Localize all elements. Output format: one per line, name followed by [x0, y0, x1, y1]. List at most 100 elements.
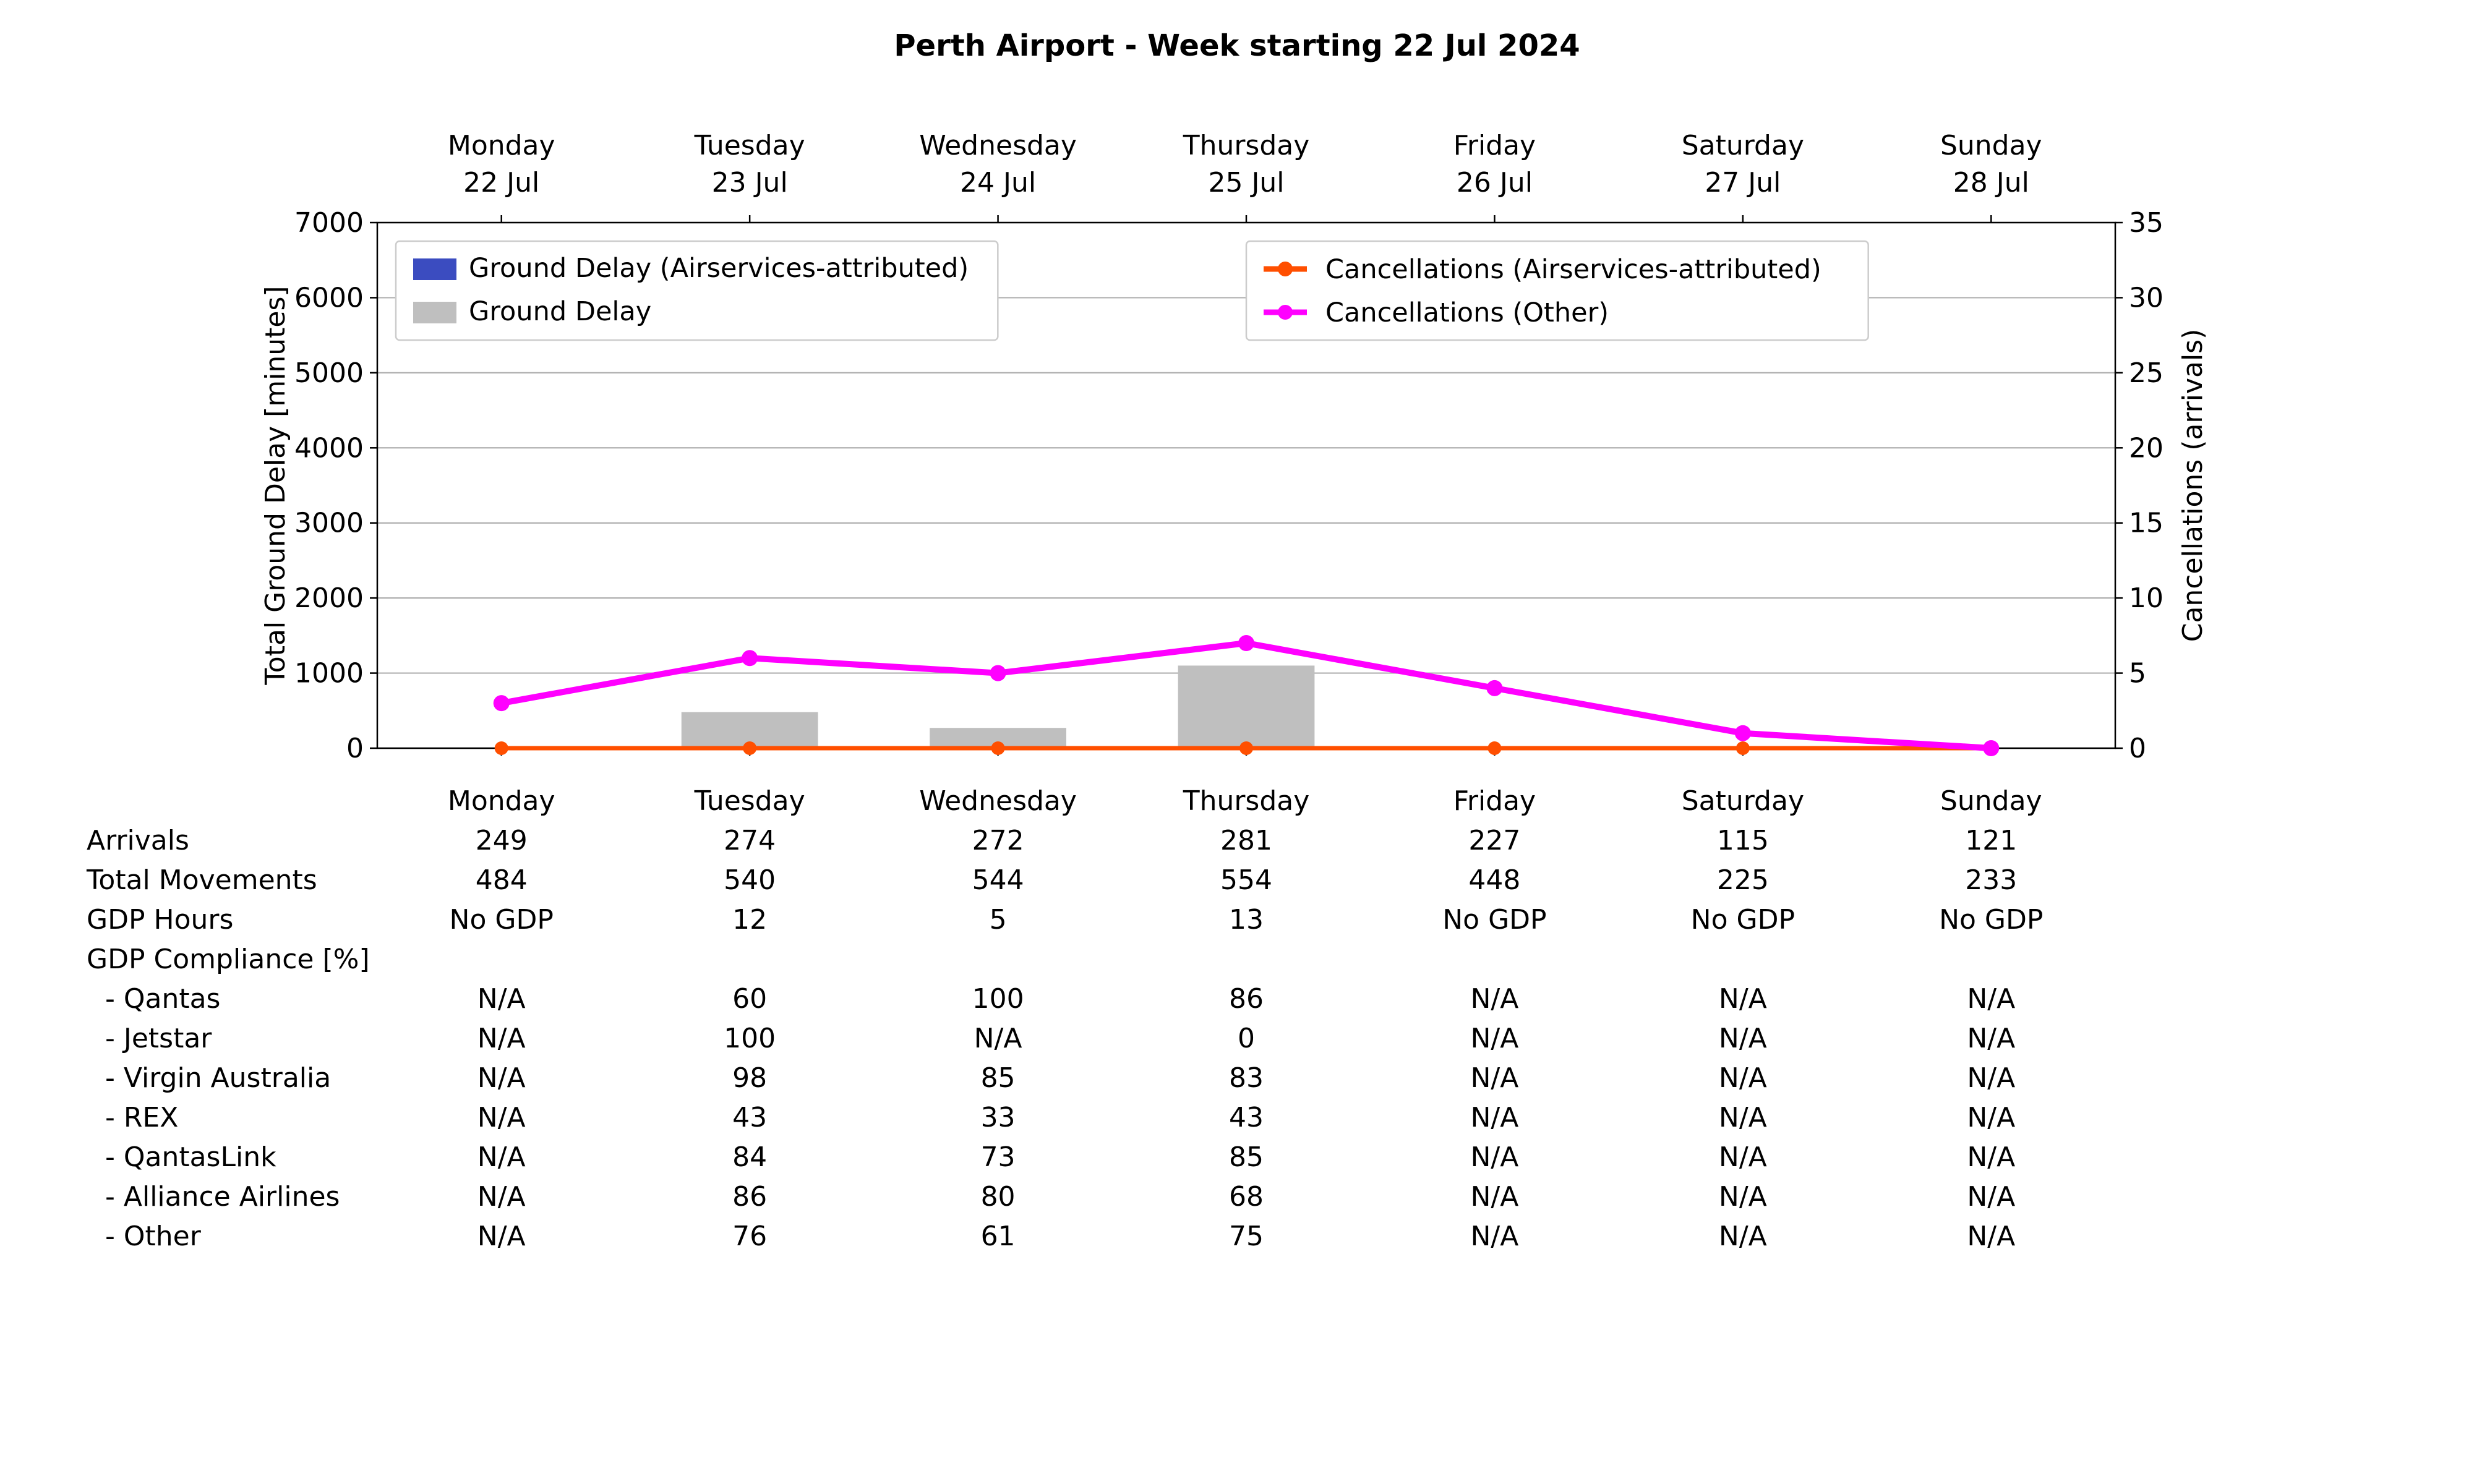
- table-cell: 484: [476, 864, 528, 896]
- ytick-label-left: 0: [346, 733, 364, 764]
- table-cell: No GDP: [1691, 904, 1795, 936]
- cancellations-airservices-marker: [1736, 741, 1750, 755]
- day-header: Friday: [1453, 130, 1536, 161]
- table-cell: N/A: [1471, 1141, 1519, 1173]
- table-cell: 85: [981, 1062, 1016, 1094]
- table-cell: 43: [732, 1102, 767, 1133]
- date-header: 25 Jul: [1208, 167, 1284, 198]
- cancellations-other-marker: [1486, 680, 1502, 696]
- table-cell: N/A: [1471, 1062, 1519, 1094]
- date-header: 24 Jul: [960, 167, 1036, 198]
- ytick-label-right: 5: [2129, 658, 2146, 689]
- chart-canvas: Perth Airport - Week starting 22 Jul 202…: [0, 0, 2474, 1484]
- table-row-label: - Jetstar: [105, 1023, 212, 1054]
- table-row-label: Arrivals: [87, 825, 189, 856]
- ytick-label-left: 1000: [294, 658, 364, 689]
- table-row-label: - QantasLink: [105, 1141, 276, 1173]
- table-cell: 233: [1965, 864, 2017, 896]
- ytick-label-left: 2000: [294, 582, 364, 614]
- day-header: Sunday: [1940, 130, 2042, 161]
- legend-marker: [1278, 305, 1293, 320]
- cancellations-airservices-marker: [495, 741, 508, 755]
- table-cell: 33: [981, 1102, 1016, 1133]
- table-cell: 12: [732, 904, 767, 936]
- table-cell: N/A: [1967, 1141, 2015, 1173]
- bar-ground-delay: [1178, 665, 1315, 748]
- table-cell: No GDP: [450, 904, 554, 936]
- date-header: 27 Jul: [1705, 167, 1781, 198]
- ylabel-right: Cancellations (arrivals): [2177, 329, 2209, 642]
- ytick-label-left: 5000: [294, 357, 364, 389]
- table-cell: 98: [732, 1062, 767, 1094]
- table-cell: 544: [972, 864, 1024, 896]
- table-cell: N/A: [1719, 1062, 1767, 1094]
- table-row-label: GDP Compliance [%]: [87, 944, 370, 975]
- day-header: Thursday: [1183, 130, 1310, 161]
- day-header: Saturday: [1682, 130, 1804, 161]
- table-cell: N/A: [1719, 1023, 1767, 1054]
- ytick-label-left: 7000: [294, 207, 364, 239]
- table-cell: N/A: [1719, 983, 1767, 1015]
- table-cell: 121: [1965, 825, 2017, 856]
- cancellations-other-marker: [1735, 725, 1751, 741]
- legend-swatch: [413, 258, 456, 280]
- legend-marker: [1278, 262, 1293, 276]
- cancellations-airservices-marker: [991, 741, 1005, 755]
- table-cell: N/A: [1719, 1102, 1767, 1133]
- table-cell: 281: [1220, 825, 1272, 856]
- ytick-label-left: 6000: [294, 282, 364, 313]
- table-cell: N/A: [1471, 1221, 1519, 1252]
- table-cell: N/A: [1967, 1023, 2015, 1054]
- table-cell: 60: [732, 983, 767, 1015]
- table-cell: 5: [990, 904, 1007, 936]
- legend-label: Ground Delay (Airservices-attributed): [469, 253, 969, 284]
- cancellations-airservices-marker: [1239, 741, 1253, 755]
- table-cell: 13: [1229, 904, 1264, 936]
- table-cell: N/A: [1967, 1181, 2015, 1213]
- table-cell: N/A: [477, 1062, 526, 1094]
- cancellations-other-marker: [742, 650, 758, 666]
- table-cell: 540: [724, 864, 776, 896]
- legend-swatch: [413, 302, 456, 323]
- table-cell: 249: [476, 825, 528, 856]
- table-cell: 85: [1229, 1141, 1264, 1173]
- table-cell: N/A: [477, 1221, 526, 1252]
- day-header: Monday: [448, 130, 555, 161]
- table-cell: N/A: [1471, 983, 1519, 1015]
- table-cell: 75: [1229, 1221, 1264, 1252]
- table-day-header: Friday: [1453, 785, 1536, 817]
- table-day-header: Wednesday: [919, 785, 1077, 817]
- cancellations-airservices-marker: [743, 741, 756, 755]
- table-cell: 86: [1229, 983, 1264, 1015]
- table-cell: N/A: [1967, 983, 2015, 1015]
- ytick-label-right: 30: [2129, 282, 2164, 313]
- cancellations-other-marker: [494, 695, 510, 711]
- day-header: Wednesday: [919, 130, 1077, 161]
- table-cell: 225: [1717, 864, 1769, 896]
- table-cell: 274: [724, 825, 776, 856]
- table-cell: 84: [732, 1141, 767, 1173]
- day-header: Tuesday: [694, 130, 805, 161]
- table-cell: N/A: [1967, 1102, 2015, 1133]
- ytick-label-right: 10: [2129, 582, 2164, 614]
- table-row-label: - Qantas: [105, 983, 220, 1015]
- table-cell: No GDP: [1939, 904, 2043, 936]
- table-cell: 68: [1229, 1181, 1264, 1213]
- date-header: 23 Jul: [712, 167, 788, 198]
- table-cell: N/A: [1719, 1181, 1767, 1213]
- table-cell: N/A: [477, 1141, 526, 1173]
- cancellations-other-marker: [1983, 740, 1999, 756]
- table-cell: 100: [972, 983, 1024, 1015]
- cancellations-other-marker: [990, 665, 1006, 681]
- table-cell: N/A: [1471, 1102, 1519, 1133]
- date-header: 28 Jul: [1953, 167, 2029, 198]
- table-cell: N/A: [477, 983, 526, 1015]
- table-cell: N/A: [1471, 1181, 1519, 1213]
- cancellations-airservices-marker: [1487, 741, 1501, 755]
- table-day-header: Thursday: [1183, 785, 1310, 817]
- ytick-label-left: 3000: [294, 508, 364, 539]
- legend-label: Cancellations (Airservices-attributed): [1325, 254, 1821, 285]
- table-cell: N/A: [1719, 1221, 1767, 1252]
- table-row-label: - Other: [105, 1221, 202, 1252]
- legend-label: Cancellations (Other): [1325, 297, 1609, 328]
